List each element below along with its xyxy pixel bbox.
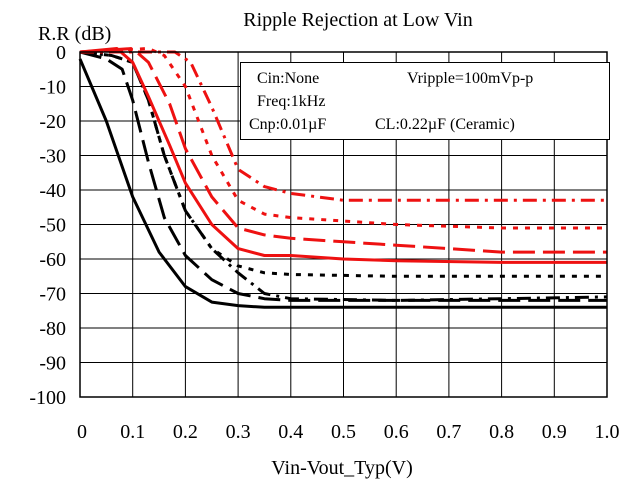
x-tick-label: 1.0: [595, 421, 620, 443]
x-tick-label: 0.4: [278, 421, 303, 443]
x-tick-label: 0.7: [436, 421, 461, 443]
x-tick-labels: 0 0.1 0.2 0.3 0.4 0.5 0.6 0.7 0.8 0.9 1.0: [77, 421, 620, 443]
series-line-1: [78, 58, 607, 309]
x-tick-label: 0.2: [173, 421, 198, 443]
y-tick-label: -100: [29, 387, 66, 409]
grid-lines: [80, 52, 607, 397]
annotation-freq: Freq:1kHz: [257, 93, 326, 110]
y-tick-labels: 0 -10 -20 -30 -40 -50 -60 -70 -80 -90 -100: [29, 42, 66, 409]
y-tick-label: -70: [39, 284, 66, 306]
y-tick-label: -80: [39, 318, 66, 340]
y-tick-label: -20: [39, 111, 66, 133]
series-line-7: [79, 47, 607, 230]
x-tick-label: 0.1: [120, 421, 145, 443]
plot-area-border: [79, 51, 608, 398]
x-axis-label: Vin-Vout_Typ(V): [271, 457, 412, 479]
annotation-cin: Cin:None: [257, 70, 320, 87]
series-line-6: [79, 47, 607, 254]
series-line-5: [79, 47, 607, 264]
annotation-cnp: Cnp:0.01µF: [249, 116, 327, 133]
y-tick-label: -10: [39, 77, 66, 99]
y-tick-label: -50: [39, 215, 66, 237]
chart-title: Ripple Rejection at Low Vin: [243, 9, 473, 31]
y-tick-label: -30: [39, 146, 66, 168]
x-tick-label: 0.9: [542, 421, 567, 443]
y-tick-label: -40: [39, 180, 66, 202]
y-tick-label: -60: [39, 249, 66, 271]
y-tick-label: 0: [56, 42, 66, 64]
x-tick-label: 0.6: [384, 421, 409, 443]
y-axis-label: R.R (dB): [38, 23, 111, 45]
x-tick-label: 0: [77, 421, 87, 443]
annotation-box: Cin:None Vripple=100mVp-p Freq:1kHz Cnp:…: [240, 62, 610, 140]
data-series: [78, 47, 608, 309]
x-tick-label: 0.8: [489, 421, 514, 443]
x-tick-label: 0.5: [331, 421, 356, 443]
annotation-vripple: Vripple=100mVp-p: [407, 70, 534, 87]
series-line-8: [80, 50, 607, 202]
y-tick-label: -90: [39, 353, 66, 375]
x-tick-label: 0.3: [226, 421, 251, 443]
series-line-3: [79, 50, 607, 278]
annotation-cl: CL:0.22µF (Ceramic): [375, 116, 515, 133]
